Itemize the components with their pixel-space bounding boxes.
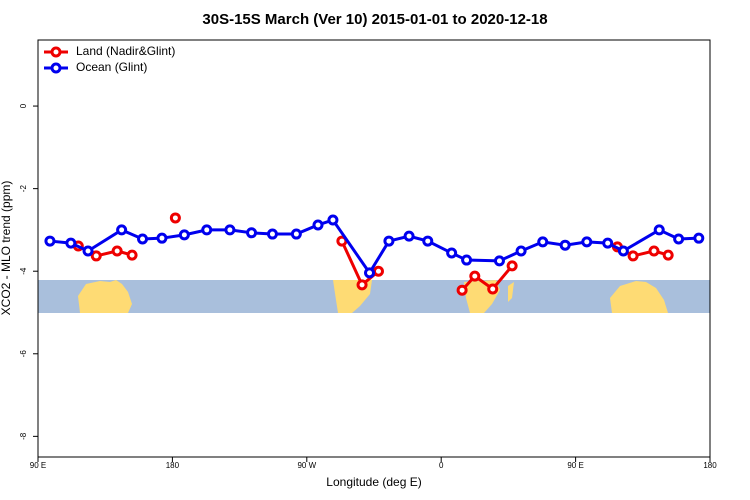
data-point (662, 249, 674, 261)
data-point (327, 214, 339, 226)
series-line (340, 240, 380, 288)
data-point (156, 232, 168, 244)
data-point (653, 224, 665, 236)
data-point (422, 235, 434, 247)
plot-frame (37, 39, 711, 458)
y-axis-label: XCO2 - MLO trend (ppm) (0, 181, 13, 316)
data-point (90, 250, 102, 262)
data-point (515, 245, 527, 257)
series-line (460, 264, 514, 292)
data-point (581, 236, 593, 248)
chart-title: 30S-15S March (Ver 10) 2015-01-01 to 202… (202, 11, 547, 28)
legend-marker (50, 62, 62, 74)
data-point (487, 283, 499, 295)
data-point (537, 236, 549, 248)
x-tick-label: 90 E (30, 461, 46, 470)
data-point (446, 247, 458, 259)
data-point (201, 224, 213, 236)
data-point (290, 228, 302, 240)
map-strip (38, 280, 710, 313)
x-tick-label: 90 W (297, 461, 316, 470)
x-tick-label: 0 (439, 461, 444, 470)
data-point (506, 260, 518, 272)
data-point (111, 245, 123, 257)
x-tick-label: 180 (166, 461, 180, 470)
data-point (372, 265, 384, 277)
data-point (469, 270, 481, 282)
data-point (648, 245, 660, 257)
data-point (266, 228, 278, 240)
data-point (126, 249, 138, 261)
data-point (356, 279, 368, 291)
legend-label: Land (Nadir&Glint) (76, 44, 175, 58)
x-tick-label: 90 E (567, 461, 583, 470)
data-point (82, 245, 94, 257)
data-point (461, 254, 473, 266)
data-point (602, 237, 614, 249)
data-point (246, 227, 258, 239)
data-point (116, 224, 128, 236)
data-point (169, 212, 181, 224)
data-point (493, 255, 505, 267)
data-point (137, 233, 149, 245)
data-point (693, 232, 705, 244)
legend-label: Ocean (Glint) (76, 60, 147, 74)
data-point (559, 239, 571, 251)
data-point (383, 235, 395, 247)
data-point (673, 233, 685, 245)
data-point (627, 250, 639, 262)
legend-marker (50, 46, 62, 58)
data-point (364, 267, 376, 279)
y-tick-label: -4 (19, 267, 28, 275)
data-point (178, 229, 190, 241)
data-point (617, 245, 629, 257)
x-axis-label: Longitude (deg E) (326, 475, 421, 489)
data-point (456, 284, 468, 296)
data-point (224, 224, 236, 236)
series-line (49, 218, 699, 276)
y-tick-label: 0 (19, 103, 28, 108)
data-point (403, 230, 415, 242)
y-tick-label: -2 (19, 185, 28, 193)
x-tick-label: 180 (703, 461, 717, 470)
data-point (65, 237, 77, 249)
data-point (312, 219, 324, 231)
y-tick-label: -6 (19, 350, 28, 358)
data-point (44, 235, 56, 247)
y-tick-label: -8 (19, 432, 28, 440)
